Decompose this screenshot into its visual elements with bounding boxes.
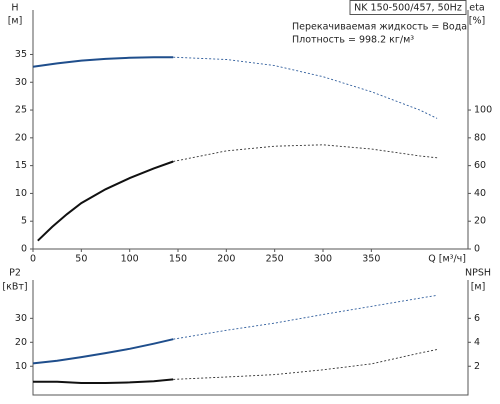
y-axis-label: P2 (9, 268, 21, 279)
y2-tick-label: 0 (474, 244, 480, 255)
y2-tick-label: 20 (474, 216, 486, 227)
x-tick-label: 50 (75, 254, 87, 265)
y2-tick-label: 100 (474, 105, 492, 116)
series-line (173, 349, 438, 380)
y-axis-unit: [кВт] (2, 282, 27, 293)
axis-line (32, 280, 469, 396)
x-tick-label: 200 (217, 254, 235, 265)
x-tick-label: 250 (266, 254, 284, 265)
title-box (349, 0, 467, 15)
y2-tick-label: 80 (474, 132, 486, 143)
x-tick-label: 0 (30, 254, 36, 265)
annotation: Перекачиваемая жидкость = Вода (292, 22, 467, 33)
y2-axis-unit: [%] (469, 16, 485, 27)
y2-axis-label: eta (469, 3, 484, 14)
y-tick-label: 15 (15, 160, 27, 171)
x-tick-label: 150 (169, 254, 187, 265)
x-tick-label: 300 (314, 254, 332, 265)
series-line (32, 56, 174, 68)
y-tick-label: 20 (15, 132, 27, 143)
x-axis-label: Q [м³/ч] (428, 254, 466, 265)
series-line (33, 378, 174, 384)
y-tick-label: 0 (21, 244, 27, 255)
series-line (173, 294, 438, 340)
y2-tick-label: 6 (474, 313, 480, 324)
y2-axis-unit: [м] (471, 282, 486, 293)
y-tick-label: 10 (15, 188, 27, 199)
x-tick-label: 350 (362, 254, 380, 265)
y2-tick-label: 40 (474, 188, 486, 199)
y2-tick-label: 60 (474, 160, 486, 171)
series-line (173, 144, 438, 162)
y2-axis-label: NPSH (465, 268, 491, 279)
y2-tick-label: 2 (474, 361, 480, 372)
y-tick-label: 35 (15, 49, 27, 60)
y-axis-label: H (11, 3, 18, 14)
chart-title: NK 150-500/457, 50Hz (354, 3, 462, 14)
y-tick-label: 10 (15, 361, 27, 372)
x-tick-label: 100 (121, 254, 139, 265)
y2-tick-label: 4 (474, 337, 480, 348)
series-line (32, 338, 174, 365)
axis-line (32, 10, 469, 250)
annotation: Плотность = 998.2 кг/м³ (292, 35, 414, 46)
y-tick-label: 30 (15, 313, 27, 324)
series-line (173, 56, 438, 119)
y-tick-label: 5 (21, 216, 27, 227)
y-axis-unit: [м] (8, 16, 23, 27)
y-tick-label: 30 (15, 77, 27, 88)
y-tick-label: 20 (15, 337, 27, 348)
y-tick-label: 25 (15, 105, 27, 116)
series-line (37, 160, 174, 242)
